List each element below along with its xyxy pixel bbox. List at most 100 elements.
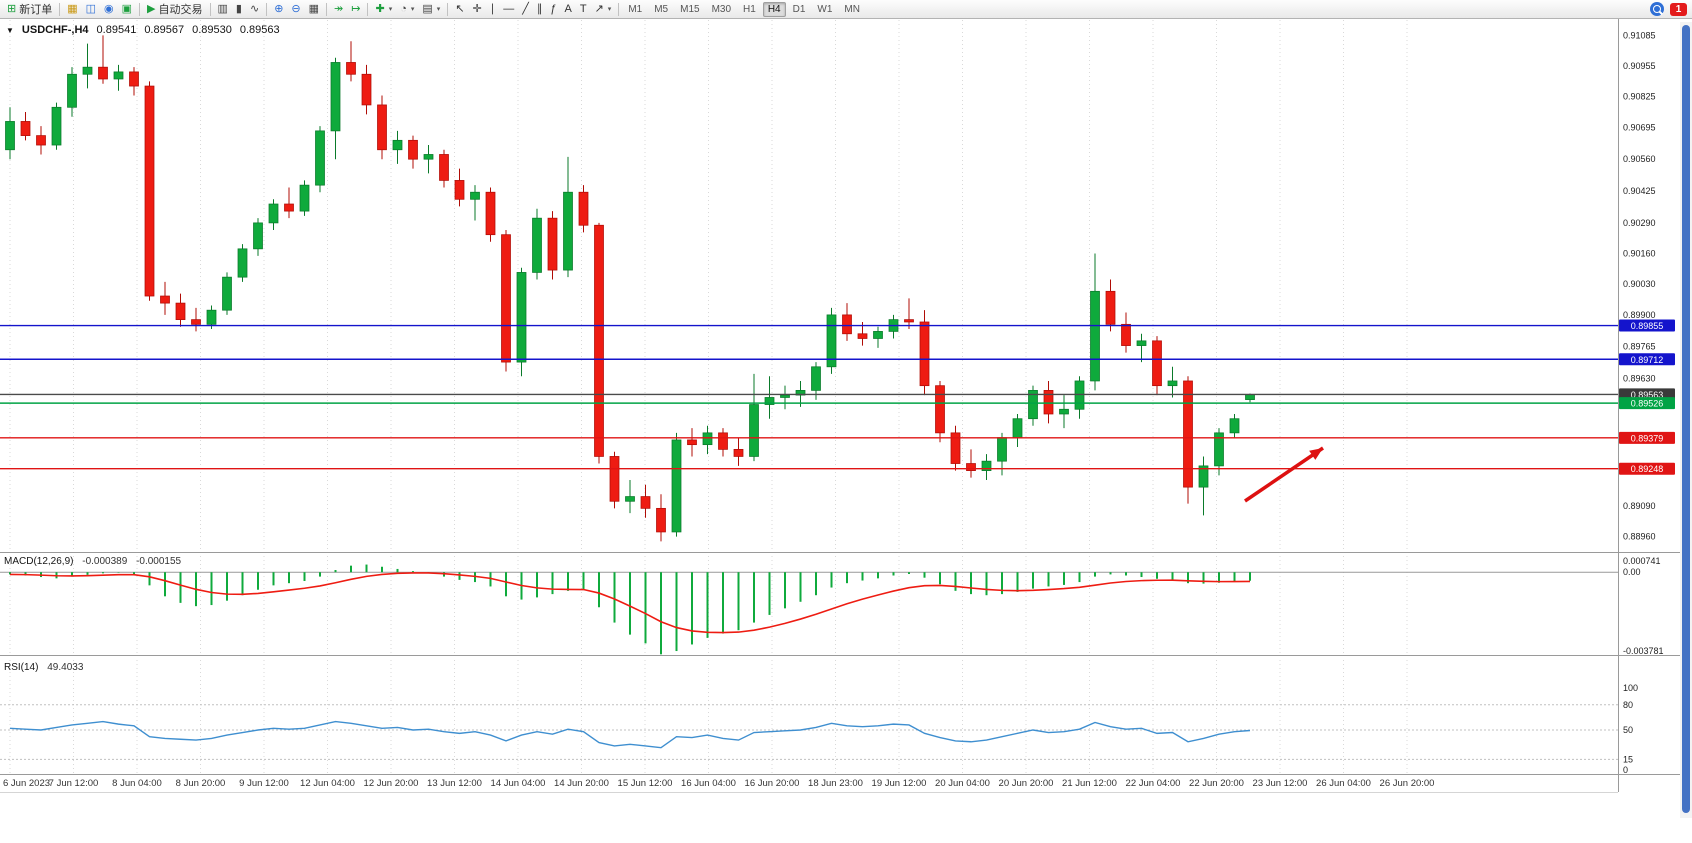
channel-button[interactable]: ∥ <box>533 1 547 17</box>
cursor-button[interactable]: ↖ <box>451 1 468 17</box>
toolbar-separator <box>266 2 268 16</box>
auto-scroll-button[interactable]: ↠ <box>330 1 347 17</box>
crosshair-button[interactable]: ✛ <box>469 1 486 17</box>
chevron-down-icon: ▾ <box>388 6 393 13</box>
rsi-tick-label: 15 <box>1623 754 1633 764</box>
magnifier-glyph <box>1653 5 1661 13</box>
vertical-scrollbar-thumb[interactable] <box>1682 25 1690 813</box>
shapes-icon: ↗ <box>594 2 604 15</box>
toolbar-separator <box>447 2 449 16</box>
fibonacci-icon: ƒ <box>550 2 557 15</box>
trendline-button[interactable]: ╱ <box>518 1 533 17</box>
price-badge <box>1619 462 1675 475</box>
toolbar-separator <box>367 2 369 16</box>
time-axis-label: 22 Jun 20:00 <box>1189 778 1244 789</box>
autotrading-button[interactable]: ▶ 自动交易 <box>143 1 206 17</box>
arrow-annotation[interactable] <box>1244 446 1324 503</box>
timeframe-m30-button[interactable]: M30 <box>707 2 736 17</box>
terminal-button[interactable]: ▣ <box>118 1 136 17</box>
notification-badge[interactable]: 1 <box>1670 2 1687 16</box>
indicators-button[interactable]: ✚ ▾ <box>371 1 396 17</box>
price-tick-label: 0.89090 <box>1623 501 1656 511</box>
price-tick-label: 0.90825 <box>1623 92 1656 102</box>
time-axis-label: 16 Jun 04:00 <box>681 778 736 789</box>
shapes-button[interactable]: ↗ ▾ <box>591 1 616 17</box>
time-axis-label: 15 Jun 12:00 <box>618 778 673 789</box>
charts-icon: ▦ <box>67 2 78 15</box>
tile-windows-icon: ▦ <box>308 2 320 15</box>
tile-windows-button[interactable]: ▦ <box>305 1 323 17</box>
toolbar-separator <box>209 2 211 16</box>
timeframe-mn-button[interactable]: MN <box>839 2 865 17</box>
macd-signal-line <box>9 572 1251 634</box>
panel-borders <box>0 19 1692 793</box>
crosshair-icon: ✛ <box>472 2 482 15</box>
svg-text:0.89712: 0.89712 <box>1631 355 1664 365</box>
time-axis-label: 26 Jun 04:00 <box>1316 778 1371 789</box>
templates-button[interactable]: ▤ ▾ <box>418 1 444 17</box>
timeframe-m15-button[interactable]: M15 <box>675 2 704 17</box>
toolbar: ⊞ 新订单 ▦ ◫ ◉ ▣ ▶ 自动交易 ▥ ▮ ∿ ⊕ ⊖ ▦ ↠ ↦ ✚ ▾ ◔ ▾ ▤ ▾ ↖ ✛ ∣ — ╱ ∥ ƒ A T ↗ ▾ M… <box>0 0 1692 19</box>
text-icon: A <box>564 2 572 15</box>
navigator-button[interactable]: ◉ <box>100 1 118 17</box>
timeframe-d1-button[interactable]: D1 <box>788 2 811 17</box>
label-button[interactable]: T <box>576 1 591 17</box>
candlestick-chart-icon: ▮ <box>235 2 242 15</box>
time-axis-label: 26 Jun 20:00 <box>1380 778 1435 789</box>
svg-text:0.89379: 0.89379 <box>1631 433 1664 443</box>
timeframe-h4-button[interactable]: H4 <box>762 1 786 17</box>
time-axis-label: 12 Jun 04:00 <box>300 778 355 789</box>
vertical-line-button[interactable]: ∣ <box>486 1 500 17</box>
chart-shift-button[interactable]: ↦ <box>347 1 364 17</box>
price-tick-label: 0.89765 <box>1623 342 1656 352</box>
time-axis-label: 12 Jun 20:00 <box>364 778 419 789</box>
price-badge <box>1619 319 1675 332</box>
toolbar-right-cluster: 1 <box>1650 2 1687 16</box>
time-axis-label: 21 Jun 12:00 <box>1062 778 1117 789</box>
label-icon: T <box>579 2 587 15</box>
vertical-scrollbar[interactable] <box>1680 22 1692 818</box>
price-tick-label: 0.90955 <box>1623 61 1656 71</box>
timeframe-m1-button[interactable]: M1 <box>623 2 647 17</box>
rsi-tick-label: 80 <box>1623 700 1633 710</box>
text-button[interactable]: A <box>561 1 576 17</box>
chevron-down-icon: ▾ <box>410 6 415 13</box>
fibonacci-button[interactable]: ƒ <box>546 1 560 17</box>
new-order-button[interactable]: ⊞ 新订单 <box>3 1 56 17</box>
charts-button[interactable]: ▦ <box>63 1 81 17</box>
navigator-icon: ◉ <box>104 2 114 15</box>
svg-text:0.89855: 0.89855 <box>1631 321 1664 331</box>
zoom-in-button[interactable]: ⊕ <box>270 1 287 17</box>
periods-button[interactable]: ◔ ▾ <box>396 1 418 17</box>
price-tick-label: 0.90695 <box>1623 122 1656 132</box>
time-axis-label: 14 Jun 04:00 <box>491 778 546 789</box>
new-order-button-label: 新订单 <box>19 4 53 16</box>
timeframe-h1-button[interactable]: H1 <box>738 2 761 17</box>
zoom-out-button[interactable]: ⊖ <box>287 1 304 17</box>
price-tick-label: 0.90160 <box>1623 249 1656 259</box>
indicators-icon: ✚ <box>375 2 385 15</box>
symbol-dropdown-icon[interactable]: ▼ <box>6 25 14 35</box>
candlestick-chart-button[interactable]: ▮ <box>232 1 246 17</box>
templates-icon: ▤ <box>422 2 433 15</box>
timeframe-m5-button[interactable]: M5 <box>649 2 673 17</box>
rsi-tick-label: 50 <box>1623 725 1633 735</box>
macd-tick-label: 0.000741 <box>1623 556 1661 566</box>
macd-tick-label: -0.003781 <box>1623 646 1664 656</box>
time-axis-label: 23 Jun 12:00 <box>1253 778 1308 789</box>
rsi-line <box>9 720 1251 749</box>
svg-text:0.89563: 0.89563 <box>1631 390 1664 400</box>
chevron-down-icon: ▾ <box>436 6 441 13</box>
line-chart-icon: ∿ <box>249 2 260 15</box>
autotrading-button-label: 自动交易 <box>158 4 203 16</box>
toolbar-separator <box>326 2 328 16</box>
bar-chart-button[interactable]: ▥ <box>214 1 232 17</box>
market-watch-button[interactable]: ◫ <box>82 1 100 17</box>
timeframe-w1-button[interactable]: W1 <box>812 2 837 17</box>
horizontal-line-button[interactable]: — <box>499 1 518 17</box>
search-icon[interactable] <box>1650 2 1664 16</box>
toolbar-separator <box>59 2 61 16</box>
line-chart-button[interactable]: ∿ <box>246 1 263 17</box>
